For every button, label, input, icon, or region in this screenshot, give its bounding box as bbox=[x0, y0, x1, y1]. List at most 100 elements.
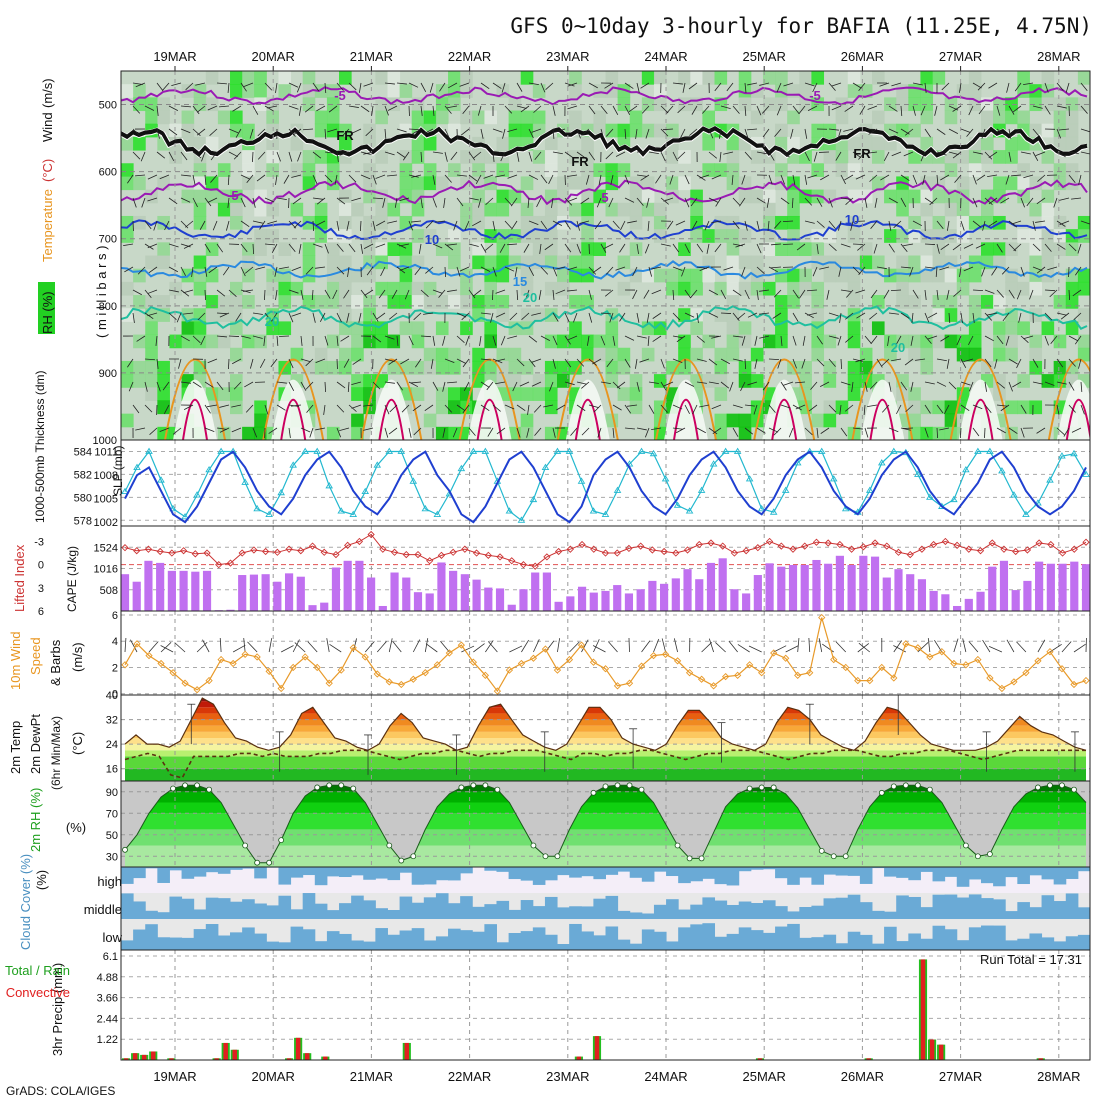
cloud-high-cell bbox=[690, 867, 703, 882]
wind-barb bbox=[340, 335, 350, 342]
date-label-top: 28MAR bbox=[1037, 49, 1080, 64]
rh-cell bbox=[678, 150, 691, 164]
li-point bbox=[695, 540, 703, 549]
wind-barb bbox=[324, 243, 329, 254]
rh-cell bbox=[339, 281, 352, 296]
rh-cell bbox=[993, 150, 1006, 164]
wind-tick-label: 6 bbox=[112, 610, 118, 622]
wind-barb bbox=[132, 105, 141, 114]
rh-cell bbox=[944, 163, 958, 177]
wind-barb bbox=[1059, 197, 1070, 201]
li-point bbox=[379, 545, 387, 553]
rh-cell bbox=[944, 295, 958, 309]
surface-barb bbox=[808, 638, 811, 653]
cape-bar bbox=[753, 575, 762, 611]
wind-barb bbox=[632, 266, 638, 277]
thickness-point bbox=[998, 467, 1006, 474]
wind-barb bbox=[567, 266, 578, 271]
rh-cell bbox=[605, 374, 619, 388]
wind-barb bbox=[539, 243, 542, 254]
wind-barb bbox=[791, 197, 794, 209]
wind-barb bbox=[573, 312, 578, 323]
wind-barb bbox=[336, 427, 342, 438]
cloud-mid-cell bbox=[375, 908, 388, 919]
rh-cell bbox=[920, 360, 934, 375]
wind-barb bbox=[328, 105, 338, 113]
wind-barb bbox=[1020, 404, 1027, 414]
wind-barb bbox=[902, 427, 914, 429]
surface-barb bbox=[593, 639, 600, 653]
wind-barb bbox=[291, 312, 302, 317]
cloud-mid-cell bbox=[968, 894, 982, 919]
wind-barb bbox=[869, 174, 878, 182]
cloud-high-cell bbox=[1017, 867, 1030, 885]
rh-cell bbox=[787, 268, 800, 283]
wind-barb bbox=[816, 335, 823, 345]
rh-cell bbox=[980, 202, 994, 217]
rh-cell bbox=[896, 281, 909, 296]
wind-barb bbox=[504, 197, 513, 206]
wind-barb bbox=[534, 427, 542, 436]
cloud-mid-cell bbox=[787, 911, 800, 919]
wind-barb bbox=[612, 381, 621, 390]
rh-cell bbox=[871, 71, 885, 85]
cloud-high-cell bbox=[278, 867, 292, 885]
wind-barb bbox=[912, 220, 923, 227]
wind-barb bbox=[972, 427, 980, 437]
rh-cell bbox=[993, 110, 1006, 125]
cloud-high-cell bbox=[339, 867, 352, 878]
rh-cell bbox=[484, 110, 497, 125]
cloud-high-cell bbox=[678, 867, 691, 884]
rh-cell bbox=[738, 374, 752, 388]
rh-cell bbox=[738, 360, 752, 375]
rh-point bbox=[638, 786, 645, 793]
rh-cell bbox=[278, 321, 292, 336]
wind-barb bbox=[291, 174, 302, 178]
rh-cell bbox=[787, 215, 800, 230]
thickness-point bbox=[637, 447, 646, 454]
precip-convective-bar bbox=[404, 1042, 410, 1060]
wind-barb bbox=[399, 243, 410, 247]
li-point bbox=[683, 546, 692, 554]
li-point bbox=[789, 545, 797, 553]
wind-barb bbox=[696, 312, 699, 323]
wind-barb bbox=[912, 174, 918, 185]
cape-bar bbox=[730, 589, 739, 611]
wind-barb bbox=[418, 243, 422, 254]
wind-barb bbox=[1068, 243, 1077, 252]
rh-cell bbox=[690, 71, 703, 85]
wind-barb bbox=[456, 197, 464, 207]
wind-barb bbox=[905, 404, 914, 413]
cloud-low-cell bbox=[1065, 936, 1079, 950]
cloud-high-cell bbox=[532, 867, 546, 885]
wind-barb bbox=[600, 381, 611, 384]
li-point bbox=[1000, 545, 1008, 553]
cloud-mid-cell bbox=[302, 893, 316, 919]
thickness-tick-label: 580 bbox=[74, 492, 92, 504]
wind-barb bbox=[462, 358, 470, 368]
wind-barb bbox=[544, 243, 554, 251]
wind-barb bbox=[963, 266, 974, 272]
rh-cell bbox=[762, 281, 776, 296]
rh-point bbox=[242, 842, 249, 849]
wind-barb bbox=[984, 312, 992, 321]
wind-barb bbox=[516, 404, 526, 412]
wind-barb bbox=[358, 312, 362, 323]
rh-cell bbox=[411, 281, 425, 296]
wind-barb bbox=[948, 151, 959, 156]
wind-barb bbox=[652, 335, 662, 342]
rh-cell bbox=[121, 229, 134, 243]
cape-bar bbox=[472, 579, 481, 611]
wind-barb bbox=[802, 335, 806, 346]
wind-barb bbox=[768, 427, 779, 433]
wind-barb bbox=[528, 128, 534, 139]
wind-barb bbox=[640, 174, 650, 181]
wind-tick-label: 2 bbox=[112, 662, 118, 674]
wind-barb bbox=[567, 289, 578, 292]
surface-barb bbox=[533, 639, 540, 653]
wind-barb bbox=[699, 404, 710, 408]
rh-point bbox=[686, 855, 693, 862]
cloud-low-cell bbox=[387, 934, 401, 950]
rh-cell bbox=[775, 242, 788, 256]
wind-tick-label: 0 bbox=[112, 689, 118, 701]
